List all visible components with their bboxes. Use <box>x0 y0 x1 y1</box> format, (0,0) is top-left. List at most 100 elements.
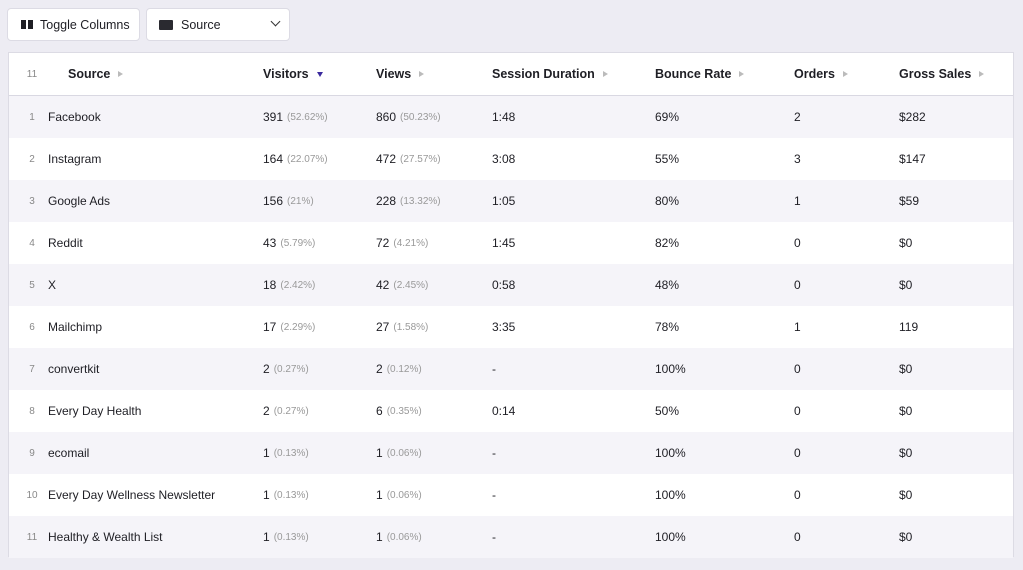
toggle-columns-button[interactable]: Toggle Columns <box>7 8 140 41</box>
views-value: 42 <box>376 278 390 292</box>
row-index: 1 <box>29 111 35 123</box>
visitors-percent: (2.42%) <box>280 279 316 291</box>
table-row[interactable]: 4 Reddit 43 (5.79%) 72 (4.21%) 1:45 82% 0 … <box>9 222 1013 264</box>
views-value: 1 <box>376 530 383 544</box>
visitors-value: 17 <box>263 320 277 334</box>
orders-cell: 0 <box>794 278 801 292</box>
views-cell: 1 (0.06%) <box>376 474 422 516</box>
views-value: 1 <box>376 488 383 502</box>
bounce-rate-cell: 50% <box>655 404 680 418</box>
views-value: 72 <box>376 236 390 250</box>
session-duration-cell: 1:48 <box>492 110 516 124</box>
source-cell: Facebook <box>48 110 101 124</box>
orders-cell: 3 <box>794 152 801 166</box>
table-row[interactable]: 8 Every Day Health 2 (0.27%) 6 (0.35%) 0:1… <box>9 390 1013 432</box>
column-header-views[interactable]: Views <box>376 53 425 95</box>
views-percent: (2.45%) <box>393 279 429 291</box>
session-duration-cell: 3:35 <box>492 320 516 334</box>
views-percent: (27.57%) <box>400 153 441 165</box>
views-value: 860 <box>376 110 397 124</box>
visitors-percent: (0.27%) <box>273 405 309 417</box>
views-cell: 860 (50.23%) <box>376 96 441 138</box>
session-duration-cell: - <box>492 488 496 502</box>
views-cell: 72 (4.21%) <box>376 222 428 264</box>
gross-sales-cell: $0 <box>899 488 913 502</box>
column-label: Bounce Rate <box>655 67 732 81</box>
column-header-session-duration[interactable]: Session Duration <box>492 53 608 95</box>
table-row[interactable]: 3 Google Ads 156 (21%) 228 (13.32%) 1:05 8… <box>9 180 1013 222</box>
visitors-value: 156 <box>263 194 284 208</box>
visitors-percent: (52.62%) <box>287 111 328 123</box>
sort-icon <box>118 71 124 77</box>
row-index: 3 <box>29 195 35 207</box>
table-row[interactable]: 5 X 18 (2.42%) 42 (2.45%) 0:58 48% 0 $0 <box>9 264 1013 306</box>
views-cell: 27 (1.58%) <box>376 306 428 348</box>
orders-cell: 1 <box>794 320 801 334</box>
column-header-source[interactable]: Source <box>68 53 124 95</box>
views-cell: 6 (0.35%) <box>376 390 422 432</box>
row-index: 6 <box>29 321 35 333</box>
sort-icon <box>739 71 745 77</box>
toggle-columns-label: Toggle Columns <box>40 17 130 32</box>
table-row[interactable]: 7 convertkit 2 (0.27%) 2 (0.12%) - 100% 0 … <box>9 348 1013 390</box>
column-header-visitors[interactable]: Visitors <box>263 53 323 95</box>
views-value: 6 <box>376 404 383 418</box>
column-header-gross-sales[interactable]: Gross Sales <box>899 53 985 95</box>
table-header: 11 Source Visitors Views Session Duration Bo… <box>9 53 1013 96</box>
sort-icon <box>843 71 848 77</box>
table-row[interactable]: 11 Healthy & Wealth List 1 (0.13%) 1 (0.06… <box>9 516 1013 558</box>
bounce-rate-cell: 78% <box>655 320 680 334</box>
table-row[interactable]: 6 Mailchimp 17 (2.29%) 27 (1.58%) 3:35 78%… <box>9 306 1013 348</box>
views-cell: 228 (13.32%) <box>376 180 441 222</box>
source-cell: Google Ads <box>48 194 111 208</box>
bounce-rate-cell: 100% <box>655 488 686 502</box>
visitors-percent: (0.27%) <box>273 363 309 375</box>
source-cell: X <box>48 278 57 292</box>
bounce-rate-cell: 100% <box>655 362 686 376</box>
visitors-cell: 156 (21%) <box>263 180 314 222</box>
column-header-orders[interactable]: Orders <box>794 53 848 95</box>
visitors-cell: 391 (52.62%) <box>263 96 328 138</box>
visitors-value: 2 <box>263 362 270 376</box>
session-duration-cell: 1:45 <box>492 236 516 250</box>
bounce-rate-cell: 55% <box>655 152 680 166</box>
visitors-cell: 43 (5.79%) <box>263 222 315 264</box>
sort-desc-icon <box>316 71 323 77</box>
folder-icon <box>159 19 173 30</box>
views-percent: (0.06%) <box>386 447 422 459</box>
bounce-rate-cell: 80% <box>655 194 680 208</box>
table-row[interactable]: 2 Instagram 164 (22.07%) 472 (27.57%) 3:08… <box>9 138 1013 180</box>
chevron-down-icon <box>270 16 281 27</box>
session-duration-cell: - <box>492 446 496 460</box>
gross-sales-cell: $147 <box>899 152 926 166</box>
gross-sales-cell: $282 <box>899 110 926 124</box>
source-cell: ecomail <box>48 446 90 460</box>
bounce-rate-cell: 100% <box>655 446 686 460</box>
source-select-value: Source <box>181 17 221 32</box>
bounce-rate-cell: 82% <box>655 236 680 250</box>
session-duration-cell: - <box>492 530 496 544</box>
bounce-rate-cell: 69% <box>655 110 680 124</box>
gross-sales-cell: $0 <box>899 362 913 376</box>
table-row[interactable]: 10 Every Day Wellness Newsletter 1 (0.13%… <box>9 474 1013 516</box>
orders-cell: 0 <box>794 488 801 502</box>
visitors-percent: (22.07%) <box>287 153 328 165</box>
visitors-percent: (0.13%) <box>273 531 309 543</box>
sort-icon <box>979 71 985 77</box>
column-header-bounce-rate[interactable]: Bounce Rate <box>655 53 745 95</box>
source-select[interactable]: Source <box>146 8 290 41</box>
gross-sales-cell: $0 <box>899 404 913 418</box>
views-cell: 1 (0.06%) <box>376 516 422 558</box>
table-row[interactable]: 9 ecomail 1 (0.13%) 1 (0.06%) - 100% 0 $0 <box>9 432 1013 474</box>
visitors-value: 391 <box>263 110 284 124</box>
visitors-value: 2 <box>263 404 270 418</box>
views-percent: (0.06%) <box>386 489 422 501</box>
row-index: 7 <box>29 363 35 375</box>
visitors-cell: 164 (22.07%) <box>263 138 328 180</box>
table-row[interactable]: 1 Facebook 391 (52.62%) 860 (50.23%) 1:48 … <box>9 96 1013 138</box>
row-index: 2 <box>29 153 35 165</box>
visitors-percent: (0.13%) <box>273 447 309 459</box>
visitors-percent: (5.79%) <box>280 237 316 249</box>
source-cell: convertkit <box>48 362 100 376</box>
views-percent: (0.35%) <box>386 405 422 417</box>
